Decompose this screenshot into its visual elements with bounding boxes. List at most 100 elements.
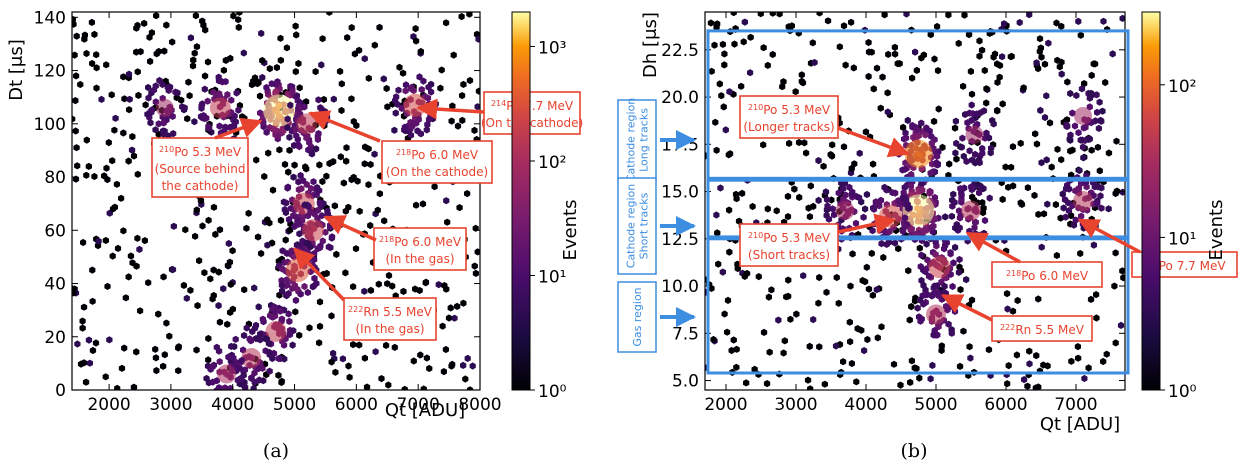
hexbin-cell: [460, 80, 467, 88]
hexbin-cell: [928, 292, 935, 300]
hexbin-cell: [849, 250, 856, 258]
hexbin-cell: [1080, 124, 1087, 132]
density-peak: [904, 139, 933, 168]
hexbin-cell: [800, 272, 807, 280]
hexbin-cell: [308, 184, 315, 193]
hexbin-cell: [927, 375, 934, 383]
hexbin-cell: [281, 160, 289, 168]
plot-a-xlabel: Qt [ADU]: [385, 400, 465, 421]
hexbin-cell: [1038, 159, 1045, 167]
hexbin-cell: [166, 332, 173, 340]
hexbin-cell: [287, 101, 294, 109]
hexbin-cell: [885, 50, 892, 58]
hexbin-cell: [775, 316, 782, 324]
hexbin-cell: [286, 133, 293, 141]
isotope-name: Po 5.3 MeV: [174, 145, 242, 159]
isotope-mass: 222: [1000, 323, 1015, 332]
hexbin-cell: [423, 126, 430, 134]
hexbin-cell: [942, 242, 949, 250]
hexbin-cell: [785, 276, 792, 284]
hexbin-cell: [275, 355, 282, 363]
hexbin-cell: [1036, 35, 1044, 43]
density-peak: [928, 256, 951, 279]
hexbin-cell: [181, 104, 188, 112]
hexbin-cell: [147, 119, 154, 127]
hexbin-cell: [934, 282, 941, 290]
hexbin-cell: [781, 337, 788, 345]
hexbin-cell: [276, 146, 283, 154]
hexbin-cell: [376, 23, 383, 31]
hexbin-cell: [904, 116, 911, 124]
hexbin-cell: [1075, 129, 1082, 137]
hexbin-cell: [447, 304, 454, 312]
hexbin-cell: [1037, 106, 1044, 114]
hexbin-cell: [74, 162, 81, 170]
x-tick-label: 5000: [273, 395, 316, 415]
hexbin-cell: [934, 152, 941, 160]
hexbin-cell: [948, 329, 955, 337]
hexbin-cell: [400, 287, 407, 295]
density-peak: [1074, 106, 1092, 125]
hexbin-cell: [362, 143, 369, 151]
hexbin-cell: [935, 105, 942, 113]
hexbin-cell: [367, 286, 374, 294]
hexbin-cell: [330, 95, 337, 103]
annotation-arrow: [837, 213, 897, 235]
hexbin-cell: [344, 34, 351, 42]
annotation-title: 210Po 5.3 MeV: [748, 231, 831, 245]
hexbin-cell: [169, 112, 176, 120]
hexbin-cell: [356, 207, 363, 215]
hexbin-cell: [1086, 135, 1093, 143]
hexbin-cell: [93, 84, 100, 92]
colorbar-a: [511, 11, 531, 391]
density-peak: [835, 200, 855, 220]
hexbin-cell: [189, 62, 197, 70]
hexbin-cell: [72, 127, 79, 135]
hexbin-cell: [186, 92, 193, 100]
plot-b-ticks: 2000 3000 4000 5000 6000 7000 5.0 7.5 10.0 12.5 15…: [661, 12, 1125, 415]
hexbin-cell: [1076, 166, 1083, 175]
hexbin-cell: [976, 159, 983, 167]
hexbin-cell: [755, 273, 762, 281]
region-rect: [706, 178, 1130, 239]
hexbin-cell: [98, 95, 105, 103]
hexbin-cell: [152, 354, 160, 362]
hexbin-cell: [313, 191, 320, 199]
hexbin-cell: [73, 144, 80, 152]
hexbin-cell: [907, 378, 914, 386]
hexbin-cell: [731, 40, 738, 48]
hexbin-cell: [941, 282, 948, 290]
annotation: 214Po 7.7 MeV(On the cathode): [416, 91, 583, 135]
hexbin-cell: [1033, 352, 1040, 360]
hexbin-cell: [787, 315, 794, 323]
hexbin-cell: [215, 384, 223, 390]
hexbin-cell: [966, 147, 973, 155]
hexbin-cell: [793, 310, 800, 318]
region-tag: [617, 99, 657, 181]
hexbin-cell: [891, 239, 899, 247]
hexbin-cell: [145, 279, 152, 287]
annotation-arrow: [308, 110, 381, 143]
hexbin-cell: [903, 12, 910, 18]
hexbin-cell: [840, 143, 848, 151]
hexbin-cell: [259, 56, 266, 65]
hexbin-cell: [361, 160, 368, 168]
hexbin-cell: [724, 296, 732, 304]
hexbin-cell: [367, 221, 374, 230]
hexbin-cell: [918, 54, 925, 62]
hexbin-cell: [456, 204, 463, 212]
hexbin-cell: [114, 244, 122, 252]
hexbin-cell: [721, 50, 728, 58]
hexbin-cell: [985, 346, 993, 354]
hexbin-cell: [713, 23, 720, 31]
hexbin-cell: [919, 186, 926, 194]
annotation-title: 218Po 6.0 MeV: [379, 235, 462, 249]
annotation-title: 210Po 5.3 MeV: [159, 145, 242, 159]
hexbin-cell: [873, 64, 881, 72]
hexbin-cell: [956, 207, 963, 215]
hexbin-cell: [268, 80, 275, 88]
hexbin-cell: [170, 222, 177, 230]
hexbin-cell: [243, 224, 250, 232]
hexbin-cell: [246, 335, 253, 343]
hexbin-cell: [191, 49, 198, 57]
